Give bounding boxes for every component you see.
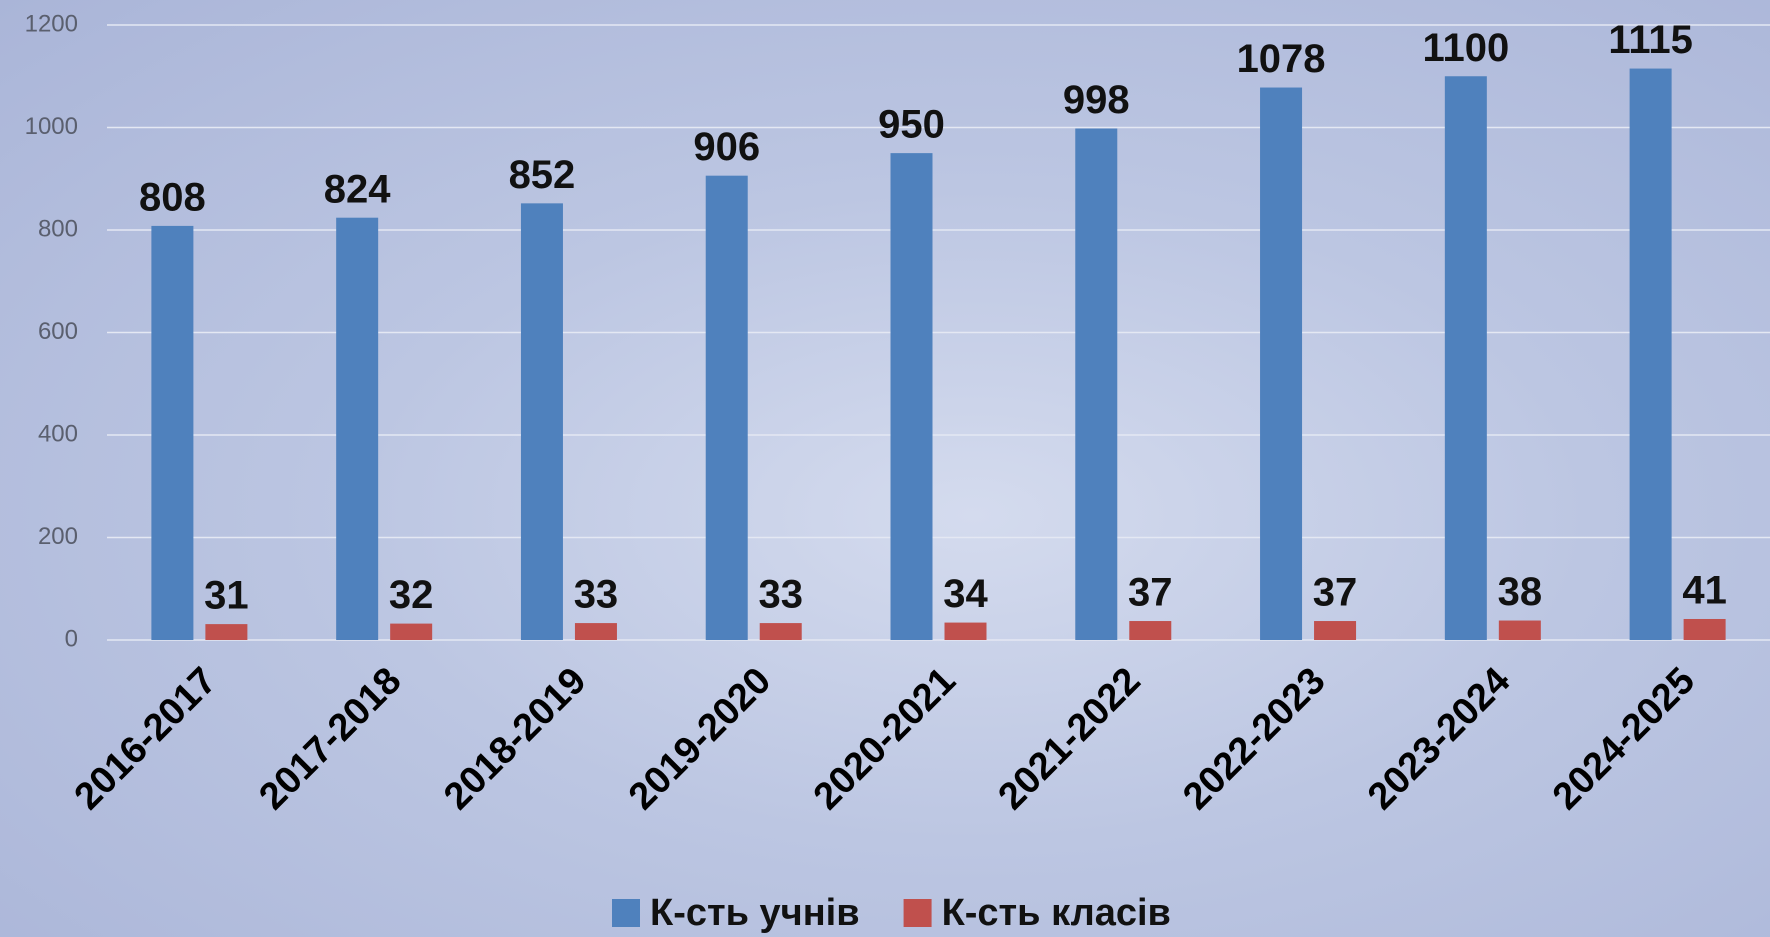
legend-swatch <box>612 899 640 927</box>
bar <box>1314 621 1356 640</box>
data-label: 824 <box>324 167 391 211</box>
data-label: 37 <box>1128 571 1173 615</box>
x-tick-label: 2022-2023 <box>1175 660 1333 818</box>
data-label: 852 <box>509 153 576 197</box>
chart: 0 200 400 600 800 1000 1200 808 31 2016-2017 824 32… <box>0 0 1770 937</box>
x-tick-label: 2020-2021 <box>806 660 964 818</box>
bar <box>760 623 802 640</box>
x-tick-label: 2017-2018 <box>251 660 409 818</box>
bar <box>521 203 563 640</box>
data-label: 34 <box>943 572 988 616</box>
y-tick-label: 800 <box>38 215 78 242</box>
data-label: 38 <box>1498 570 1543 614</box>
data-label: 950 <box>878 103 945 147</box>
data-label: 32 <box>389 573 434 617</box>
data-label: 31 <box>204 574 249 618</box>
bar <box>205 624 247 640</box>
data-label: 998 <box>1063 78 1130 122</box>
x-tick-label: 2021-2022 <box>991 660 1149 818</box>
bar <box>575 623 617 640</box>
x-tick-label: 2024-2025 <box>1545 660 1703 818</box>
data-label: 41 <box>1682 569 1727 613</box>
y-tick-label: 400 <box>38 420 78 447</box>
legend-label: К-сть класів <box>942 892 1171 934</box>
data-label: 1078 <box>1237 37 1326 81</box>
y-tick-label: 0 <box>65 625 78 652</box>
y-tick-label: 200 <box>38 523 78 550</box>
y-tick-label: 1200 <box>25 10 78 37</box>
data-label: 37 <box>1313 571 1358 615</box>
y-tick-label: 1000 <box>25 113 78 140</box>
data-label: 906 <box>693 125 760 169</box>
x-tick-label: 2023-2024 <box>1360 660 1518 818</box>
x-tick-label: 2019-2020 <box>621 660 779 818</box>
bar <box>151 226 193 640</box>
bar <box>1499 621 1541 640</box>
bar <box>336 218 378 640</box>
data-label: 808 <box>139 175 206 219</box>
bar <box>706 176 748 640</box>
data-label: 33 <box>574 573 619 617</box>
bar <box>390 624 432 640</box>
bar <box>1129 621 1171 640</box>
data-label: 33 <box>758 573 803 617</box>
bar <box>1075 129 1117 640</box>
data-label: 1100 <box>1422 26 1509 70</box>
legend-swatch <box>904 899 932 927</box>
bar <box>1630 69 1672 640</box>
bar <box>1684 619 1726 640</box>
x-tick-label: 2018-2019 <box>436 660 594 818</box>
x-tick-label: 2016-2017 <box>67 660 225 818</box>
data-label: 1115 <box>1608 18 1693 62</box>
y-tick-label: 600 <box>38 318 78 345</box>
legend-label: К-сть учнів <box>650 892 860 934</box>
bar <box>945 623 987 640</box>
bar <box>1260 88 1302 640</box>
bar <box>1445 76 1487 640</box>
bar <box>891 153 933 640</box>
